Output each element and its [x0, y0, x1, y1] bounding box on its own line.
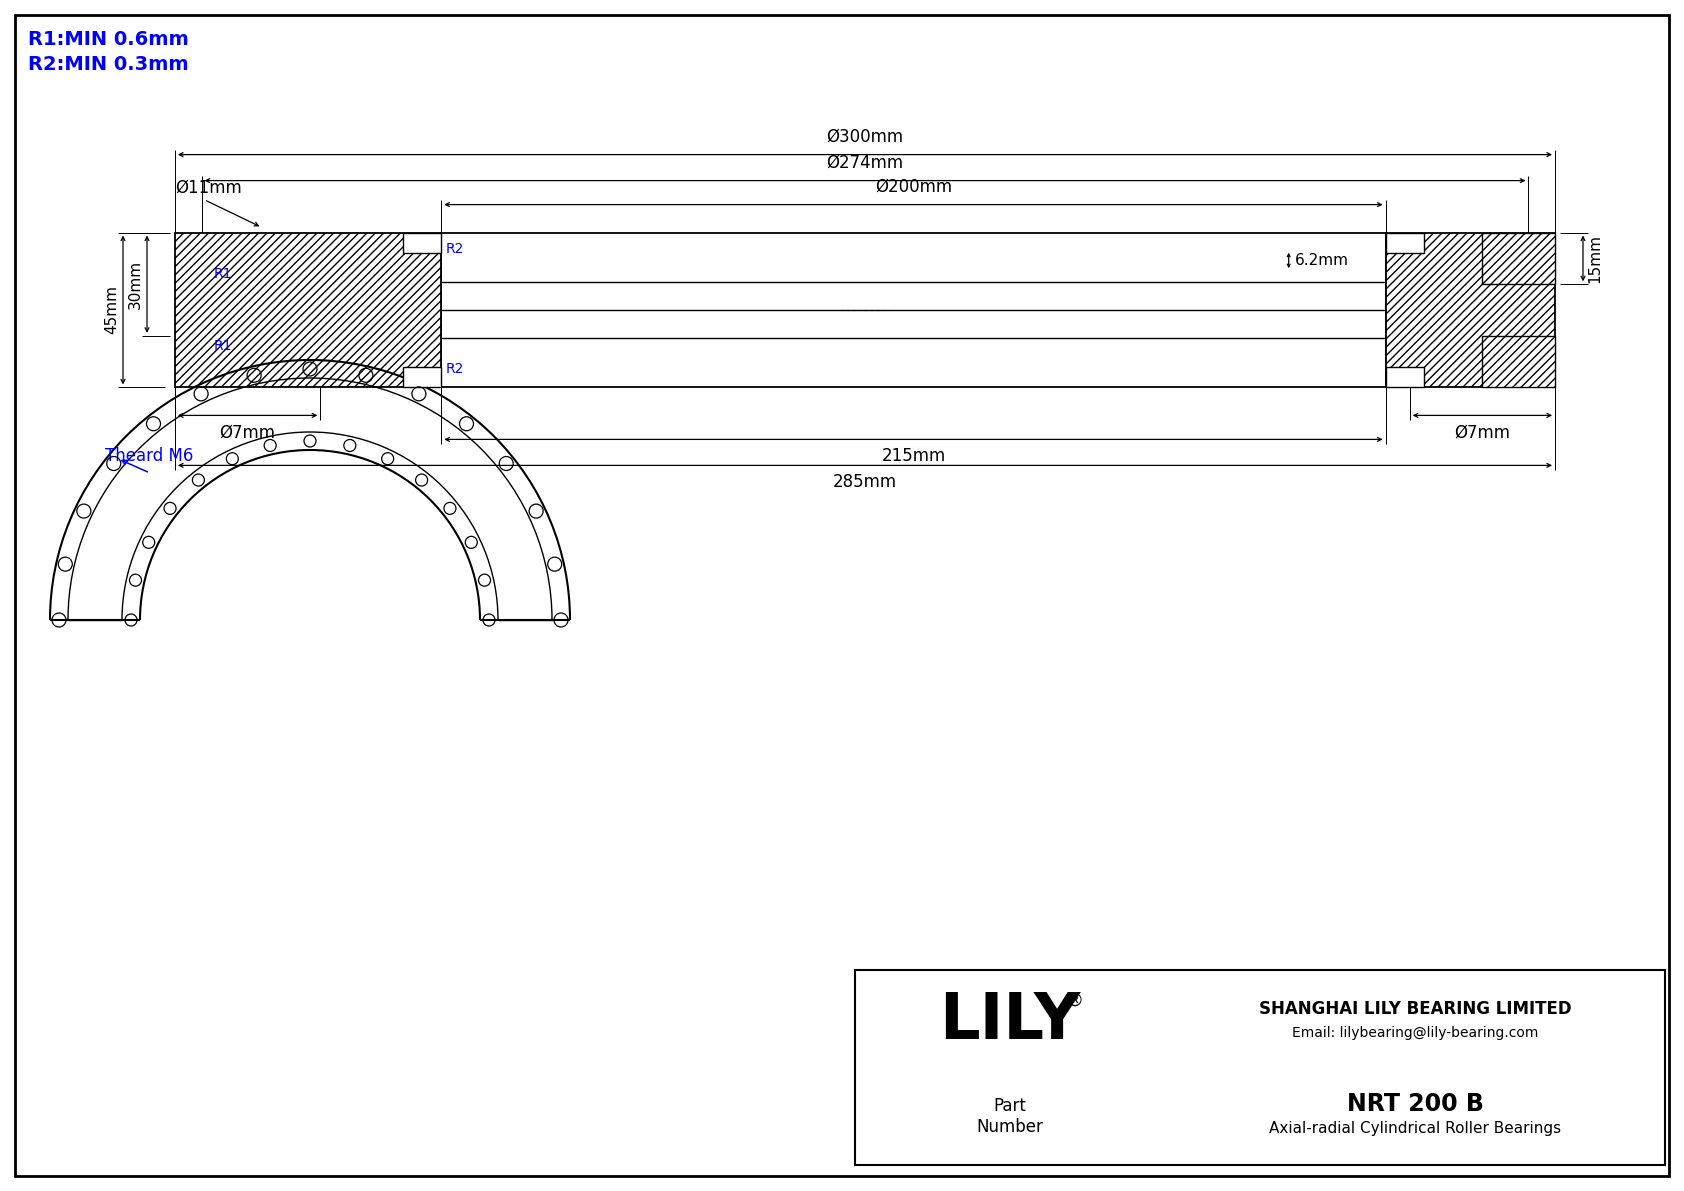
Bar: [175, 232, 441, 387]
Text: Ø11mm: Ø11mm: [175, 179, 242, 197]
Text: LILY: LILY: [940, 990, 1081, 1052]
Bar: [441, 232, 1386, 387]
Text: ®: ®: [1066, 992, 1084, 1010]
Bar: [1482, 232, 1554, 285]
Text: 215mm: 215mm: [881, 448, 945, 466]
Text: Theard M6: Theard M6: [104, 447, 194, 464]
Text: R1: R1: [214, 339, 232, 354]
Text: Ø200mm: Ø200mm: [876, 177, 951, 195]
Text: R2:MIN 0.3mm: R2:MIN 0.3mm: [29, 55, 189, 74]
Bar: [1386, 232, 1425, 254]
Bar: [1386, 232, 1554, 387]
Text: NRT 200 B: NRT 200 B: [1347, 1092, 1484, 1116]
Text: Ø7mm: Ø7mm: [219, 423, 276, 442]
Text: Ø7mm: Ø7mm: [1455, 423, 1511, 442]
Text: Email: lilybearing@lily-bearing.com: Email: lilybearing@lily-bearing.com: [1292, 1025, 1537, 1040]
Text: R2: R2: [445, 242, 463, 256]
Text: SHANGHAI LILY BEARING LIMITED: SHANGHAI LILY BEARING LIMITED: [1258, 999, 1571, 1017]
Text: R1: R1: [214, 267, 232, 281]
Text: R1:MIN 0.6mm: R1:MIN 0.6mm: [29, 30, 189, 49]
Text: 285mm: 285mm: [834, 473, 898, 492]
Text: Ø300mm: Ø300mm: [827, 127, 904, 145]
Text: R2: R2: [445, 362, 463, 376]
Bar: [1386, 367, 1425, 387]
Text: Part
Number: Part Number: [977, 1097, 1044, 1136]
Text: 45mm: 45mm: [104, 286, 120, 335]
Bar: [402, 232, 441, 254]
Bar: [1482, 336, 1554, 387]
Bar: [402, 367, 441, 387]
Bar: [855, 969, 1665, 1165]
Text: Axial-radial Cylindrical Roller Bearings: Axial-radial Cylindrical Roller Bearings: [1270, 1121, 1561, 1136]
Text: 6.2mm: 6.2mm: [1295, 252, 1349, 268]
Text: 15mm: 15mm: [1586, 233, 1601, 283]
Text: 30mm: 30mm: [128, 260, 143, 308]
Text: Ø274mm: Ø274mm: [827, 154, 904, 172]
